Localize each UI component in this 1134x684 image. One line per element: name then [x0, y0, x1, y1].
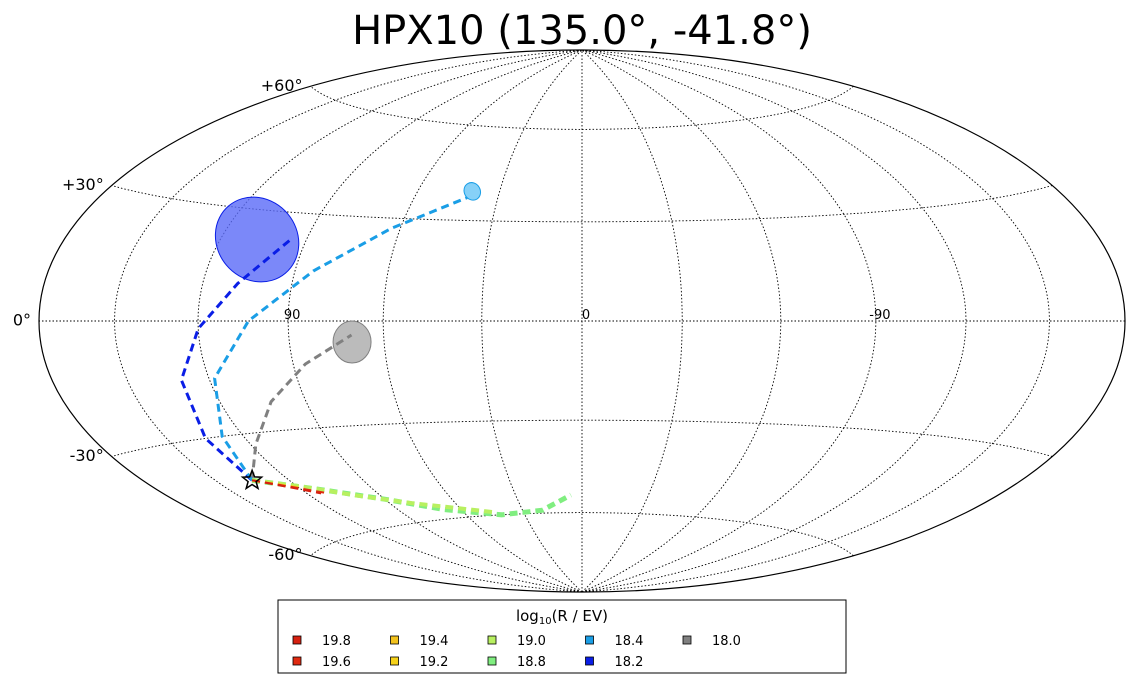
source-marker: [240, 468, 264, 491]
legend-box: [277, 599, 847, 674]
legend-label: 18.4: [615, 634, 644, 649]
legend-title: log10(R / EV): [516, 607, 608, 627]
lat-tick-label: -30°: [70, 446, 104, 465]
path-18-8: [251, 477, 573, 518]
deflection-paths: [179, 196, 573, 518]
meridian-line: [287, 49, 583, 593]
meridian-line: [382, 49, 583, 593]
longitude-labels: 90 0 -90: [284, 308, 891, 323]
error-ellipse-18-2: [214, 196, 300, 283]
error-ellipse-18-4: [463, 182, 482, 201]
lat-tick-label: +60°: [261, 76, 303, 95]
legend-label: 18.0: [712, 634, 741, 649]
legend-swatch: [585, 656, 594, 666]
parallel-line: [310, 512, 854, 557]
legend-swatch: [682, 635, 692, 645]
lon-tick-label: 0: [582, 308, 590, 323]
legend-swatch: [292, 635, 302, 645]
legend-swatch: [487, 656, 497, 666]
lat-tick-label: +30°: [62, 175, 104, 194]
legend-label: 18.2: [615, 655, 644, 670]
legend-swatch: [585, 635, 594, 645]
error-ellipse-18-0: [332, 320, 372, 364]
legend-swatch: [390, 656, 399, 666]
legend-label: 19.6: [322, 655, 351, 670]
path-19-8: [251, 479, 322, 495]
meridian-line: [581, 49, 683, 593]
legend-label: 19.0: [517, 634, 546, 649]
error-ellipses: [214, 182, 482, 364]
legend-swatch: [292, 656, 302, 666]
path-19-6: [251, 479, 326, 494]
path-18-4: [213, 196, 468, 482]
source-star: [240, 468, 264, 491]
parallel-line: [111, 419, 1053, 457]
lat-tick-label: -60°: [268, 545, 302, 564]
legend: log10(R / EV) 19.8 19.6 19.4 19.2 19.0 18.8 18…: [277, 599, 847, 674]
legend-swatch: [487, 635, 497, 645]
chart-title: HPX10 (135.0°, -41.8°): [352, 8, 812, 54]
legend-swatch: [390, 635, 399, 645]
path-19-0: [251, 478, 495, 515]
latitude-labels: +60° +30° 0° -30° -60°: [13, 76, 303, 564]
legend-label: 19.2: [420, 655, 449, 670]
legend-label: 19.4: [420, 634, 449, 649]
graticule: [38, 49, 1126, 593]
lon-tick-label: 90: [284, 308, 301, 323]
path-18-0: [250, 333, 353, 481]
legend-label: 19.8: [322, 634, 351, 649]
meridian-line: [581, 49, 782, 593]
lat-tick-label: 0°: [13, 311, 31, 330]
legend-label: 18.8: [517, 655, 546, 670]
lon-tick-label: -90: [869, 308, 890, 323]
meridian-line: [114, 49, 583, 593]
meridian-line: [481, 49, 583, 593]
parallel-line: [310, 85, 854, 130]
path-18-2: [179, 236, 294, 482]
